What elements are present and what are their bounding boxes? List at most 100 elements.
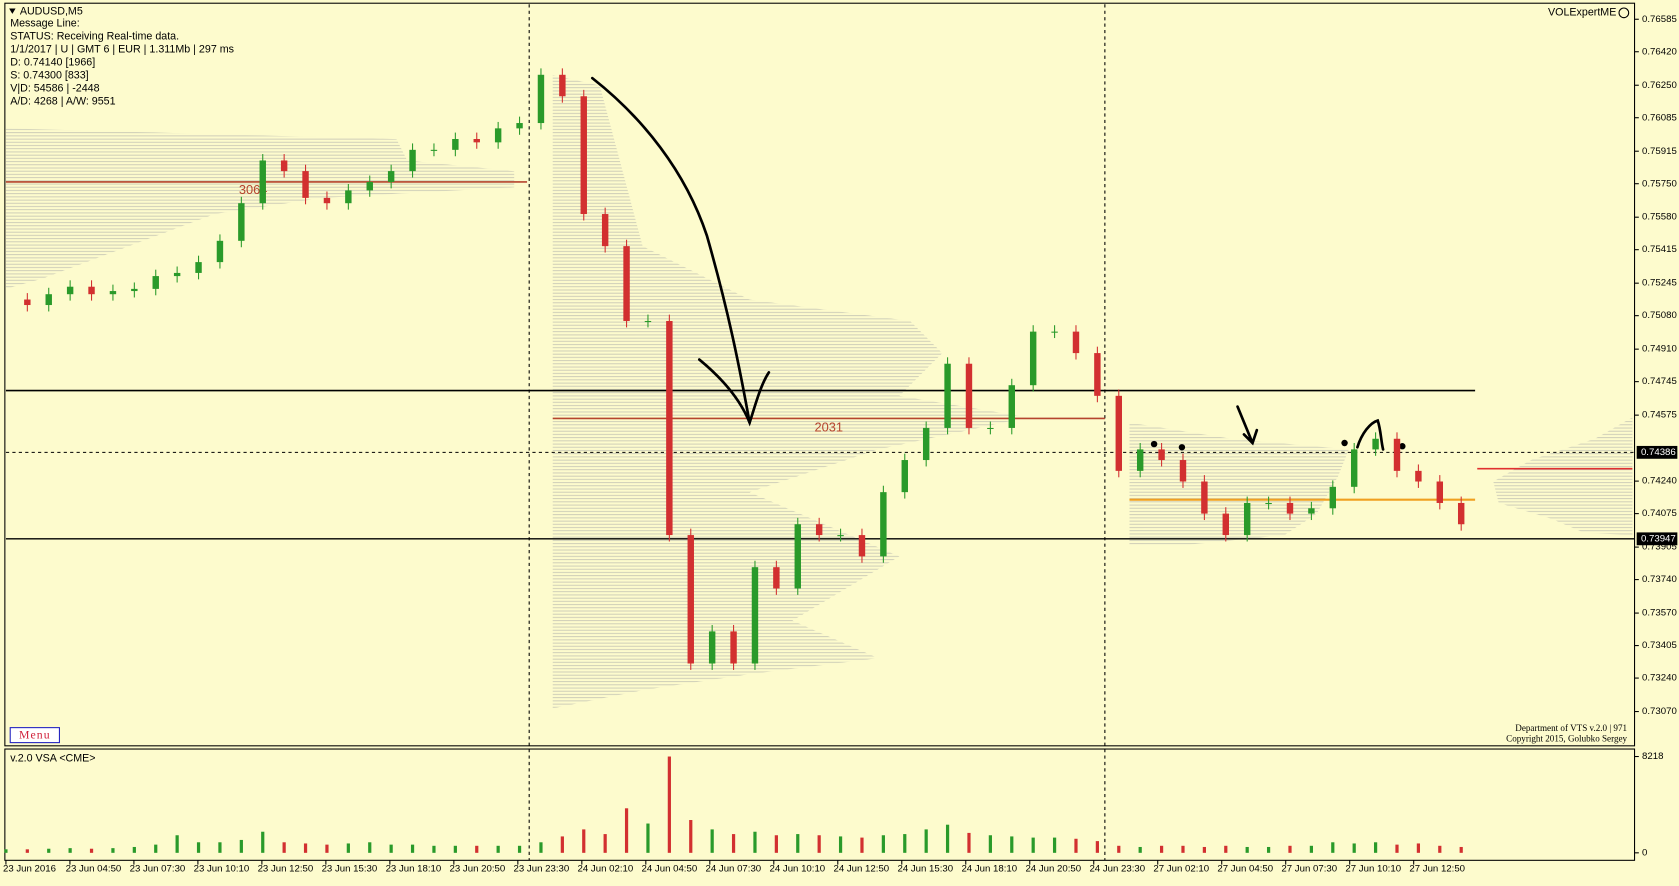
candle (259, 160, 266, 204)
candle (644, 320, 652, 323)
y-tick-label: 0.75580 (1642, 212, 1677, 223)
candle (1457, 502, 1465, 525)
candle (1436, 481, 1444, 503)
x-tick-label: 23 Jun 15:30 (322, 863, 378, 874)
menu-label[interactable]: Menu (19, 728, 51, 741)
y-tick-label: 0.75750 (1642, 178, 1677, 189)
volume-bar (646, 823, 650, 853)
x-tick-label: 23 Jun 23:30 (514, 863, 570, 874)
candle (1222, 513, 1229, 536)
candle (794, 524, 801, 589)
candle (366, 181, 373, 191)
candle (302, 171, 309, 198)
volume-bar (1224, 845, 1228, 853)
candle (1265, 502, 1272, 505)
candle (1029, 331, 1037, 386)
candle (238, 203, 245, 241)
indicator-icon[interactable] (1618, 7, 1630, 19)
x-tick-label: 23 Jun 18:10 (386, 863, 442, 874)
candle (601, 214, 609, 247)
y-tick-label: 0.76585 (1642, 14, 1677, 25)
menu-button[interactable] (9, 727, 60, 744)
y-tick-label: 0 (1642, 847, 1647, 858)
candle (494, 128, 502, 143)
candle (901, 460, 908, 493)
candle (24, 299, 31, 306)
info-block: Message Line:STATUS: Receiving Real-time… (10, 17, 234, 107)
candle (1372, 438, 1379, 450)
candle (323, 197, 331, 204)
y-tick-label: 0.74075 (1642, 508, 1677, 519)
candle (1201, 481, 1208, 514)
y-tick-label: 0.74575 (1642, 410, 1677, 421)
candle (516, 123, 523, 129)
dropdown-icon[interactable] (9, 8, 16, 14)
volume-bar (753, 831, 757, 853)
volume-bar (89, 848, 94, 853)
volume-panel (4, 748, 1636, 861)
volume-bar (731, 834, 736, 853)
candle (1136, 449, 1144, 471)
footer-line: Department of VTS v.2.0 | 971 (1515, 723, 1627, 733)
y-tick-label: 0.75915 (1642, 146, 1677, 157)
x-tick-label: 24 Jun 23:30 (1089, 863, 1145, 874)
candle (666, 320, 673, 536)
y-tick-label: 0.73070 (1642, 706, 1677, 717)
candle (409, 149, 416, 172)
volume-bar (1181, 845, 1185, 853)
x-tick-label: 27 Jun 10:10 (1345, 863, 1401, 874)
candle (45, 294, 52, 306)
volume-bar (988, 835, 992, 853)
volume-bar (1052, 837, 1057, 853)
volume-bar (774, 835, 778, 853)
candle (1179, 460, 1187, 482)
candle (815, 524, 823, 536)
hand-dots (1150, 439, 1406, 451)
y-tick-label: 0.75080 (1642, 310, 1677, 321)
candle (1243, 502, 1251, 536)
candle (751, 567, 759, 664)
candle (559, 74, 566, 97)
candle (987, 427, 994, 430)
x-tick-label: 27 Jun 07:30 (1281, 863, 1337, 874)
volume-bar (4, 849, 8, 853)
volume-bar (1095, 841, 1099, 853)
volume-bar (817, 835, 821, 853)
info-line: Message Line: (10, 17, 80, 29)
volume-bar (1459, 846, 1463, 853)
x-tick-label: 23 Jun 20:50 (450, 863, 506, 874)
info-line: 1/1/2017 | U | GMT 6 | EUR | 1.311Mb | 2… (10, 43, 234, 55)
level-label: 0.73947 (1641, 533, 1676, 544)
info-line: D: 0.74140 [1966] (10, 57, 95, 69)
y-tick-label: 0.73740 (1642, 574, 1677, 585)
volume-bar (838, 836, 843, 853)
candle (195, 262, 202, 273)
x-tick-label: 27 Jun 04:50 (1217, 863, 1273, 874)
volume-bar (496, 845, 500, 853)
volume-bar (1117, 845, 1121, 853)
indicator-name: VOLExpertME (1548, 7, 1616, 19)
volume-bar (689, 820, 693, 853)
candle (345, 190, 352, 204)
x-tick-label: 23 Jun 04:50 (66, 863, 122, 874)
candle (109, 291, 117, 295)
volume-bar (924, 829, 928, 853)
candle (773, 567, 780, 589)
volume-bar (389, 844, 393, 853)
volume-bar (47, 848, 51, 853)
candle (1350, 449, 1358, 487)
candle (537, 74, 545, 124)
candle (730, 631, 737, 664)
volume-bar (603, 834, 607, 853)
volume-bar (1395, 844, 1399, 853)
candle (1072, 331, 1080, 354)
volume-bar (1074, 838, 1078, 853)
volume-bar (410, 844, 415, 853)
volume-bar (667, 756, 671, 853)
x-tick-label: 27 Jun 12:50 (1409, 863, 1465, 874)
candle (1051, 331, 1058, 333)
volume-bar (218, 842, 222, 853)
volume-bar (239, 839, 243, 853)
volume-profile (5, 74, 1633, 709)
x-tick-label: 24 Jun 02:10 (578, 863, 634, 874)
